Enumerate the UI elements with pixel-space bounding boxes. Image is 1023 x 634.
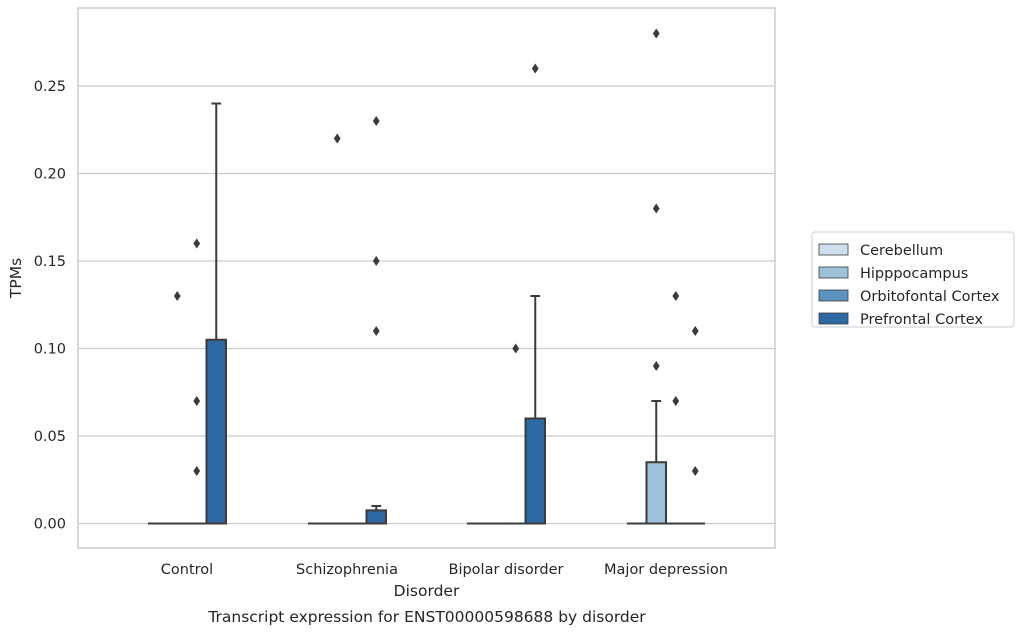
box-1-1: [327, 133, 347, 525]
legend-swatch: [818, 243, 849, 256]
outlier-point: [531, 63, 539, 74]
y-tick-label: 0.05: [34, 429, 66, 445]
legend-label: Prefrontal Cortex: [860, 312, 983, 328]
box-2-3: [666, 291, 686, 525]
outlier-point: [372, 256, 380, 266]
y-tick-label: 0.20: [34, 167, 66, 183]
x-axis-title: Disorder: [394, 582, 460, 600]
box-3-2: [524, 63, 546, 525]
legend-label: Hipppocampus: [860, 266, 968, 282]
outlier-point: [672, 291, 680, 301]
outlier-point: [691, 466, 699, 476]
box-1-3: [645, 28, 667, 525]
box-3-0: [205, 102, 227, 525]
y-tick-label: 0.00: [34, 517, 66, 533]
box-3-3: [685, 326, 705, 525]
outlier-point: [193, 238, 201, 249]
outlier-point: [372, 326, 380, 336]
grid-lines: [78, 85, 775, 525]
boxes: [148, 28, 705, 525]
outlier-point: [691, 326, 699, 336]
outlier-point: [512, 343, 520, 354]
outlier-point: [672, 396, 680, 406]
box-body: [645, 461, 667, 525]
box-3-1: [365, 116, 387, 525]
chart-caption: Transcript expression for ENST0000059868…: [207, 608, 646, 626]
legend-label: Cerebellum: [860, 243, 943, 259]
plot-area-frame: [77, 7, 776, 549]
legend-frame: [811, 231, 1015, 328]
box-2-0: [187, 238, 207, 525]
y-tick-label: 0.15: [34, 254, 66, 270]
outlier-point: [333, 133, 341, 144]
x-tick-label: Bipolar disorder: [449, 562, 564, 578]
box-1-0: [167, 291, 187, 525]
outlier-point: [652, 203, 660, 214]
box-body: [524, 417, 546, 525]
legend-label: Orbitofontal Cortex: [860, 289, 1000, 305]
y-tick-label: 0.25: [34, 79, 66, 95]
x-tick-label: Control: [161, 562, 213, 578]
outlier-point: [173, 291, 181, 301]
box-body: [205, 338, 227, 525]
y-axis-title: TPMs: [7, 258, 25, 299]
x-tick-label: Schizophrenia: [296, 562, 398, 578]
outlier-point: [652, 28, 660, 39]
outlier-point: [193, 396, 201, 406]
legend: Cerebellum Hipppocampus Orbitofontal Corte…: [811, 231, 1015, 328]
outlier-point: [372, 116, 380, 126]
y-tick-labels: 0.00 0.05 0.10 0.15 0.20 0.25: [34, 79, 66, 533]
outlier-point: [193, 466, 201, 476]
outlier-point: [652, 361, 660, 371]
x-tick-labels: Control Schizophrenia Bipolar disorder Majo…: [161, 562, 728, 578]
y-tick-label: 0.10: [34, 342, 66, 358]
x-tick-label: Major depression: [604, 562, 728, 578]
box-2-2: [506, 343, 526, 525]
legend-swatch: [818, 266, 849, 279]
legend-swatch: [818, 289, 849, 302]
box-body: [365, 509, 387, 525]
legend-swatch: [818, 312, 849, 325]
